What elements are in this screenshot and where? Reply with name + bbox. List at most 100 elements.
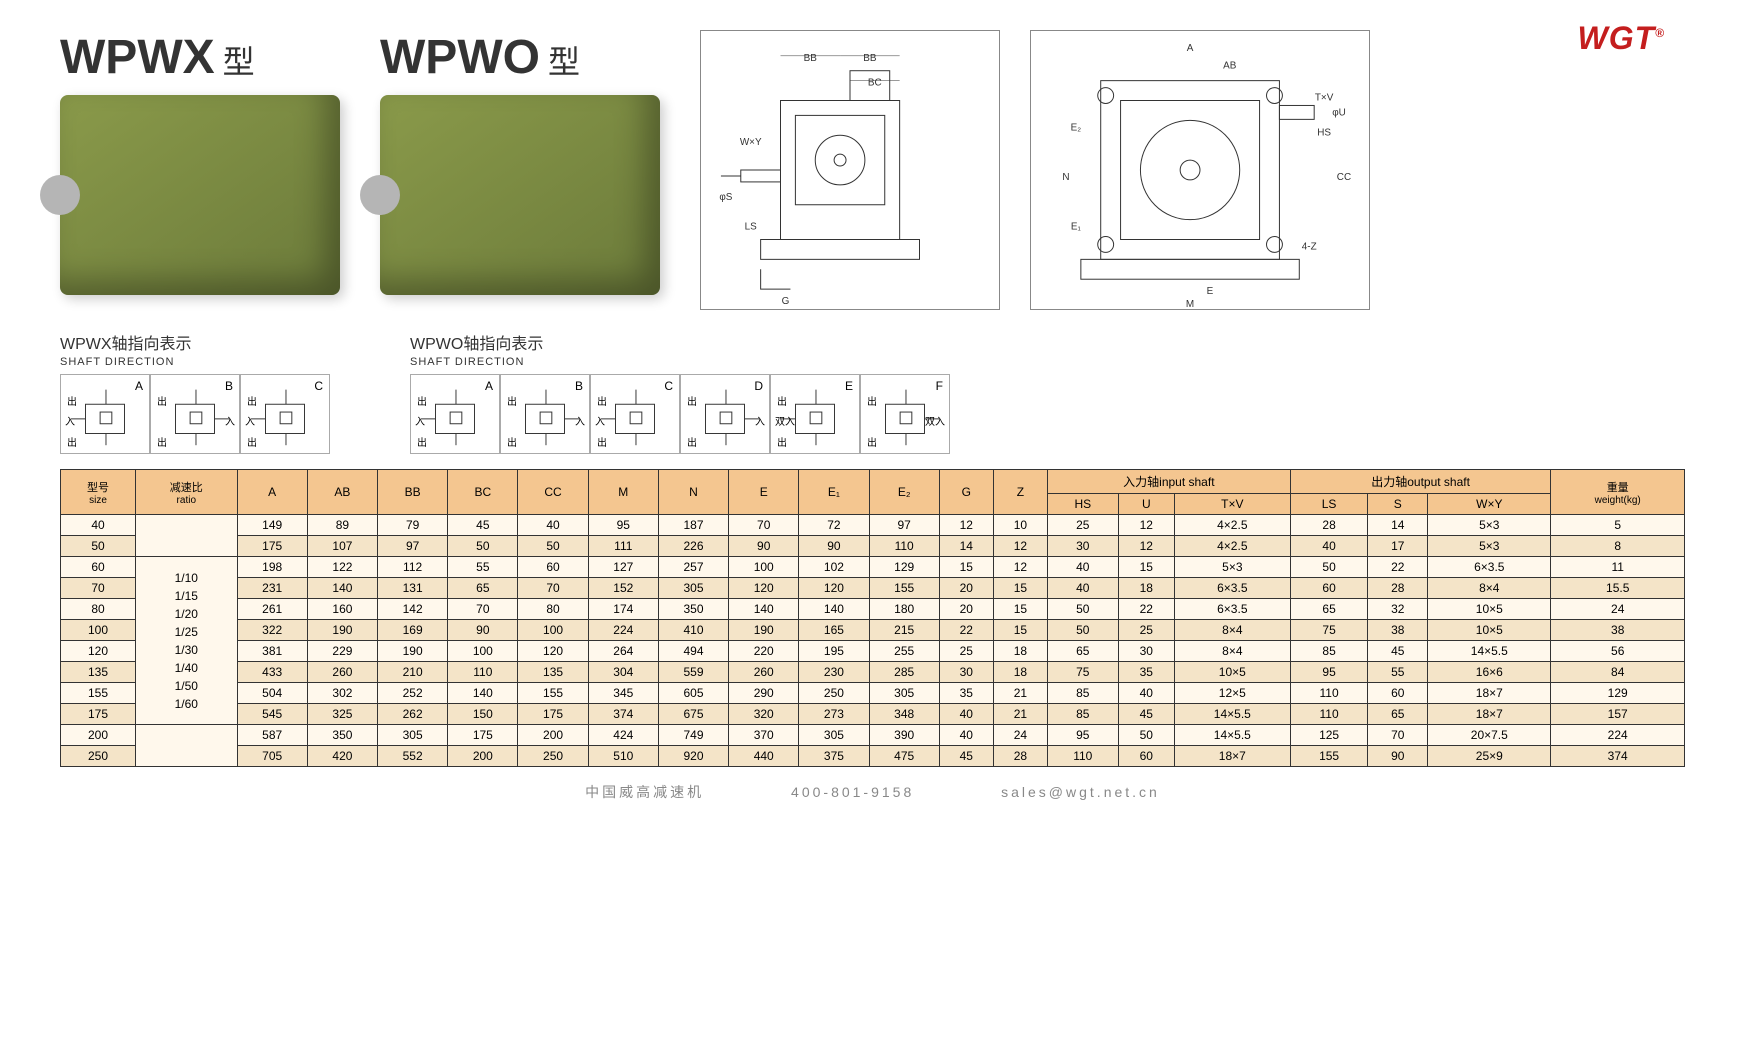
wpwx-shaft-group: WPWX轴指向表示 SHAFT DIRECTION A 出 入 出B 出 入 (60, 330, 330, 454)
cell: 142 (378, 599, 448, 620)
cell: 155 (869, 578, 939, 599)
cell: 252 (378, 683, 448, 704)
shaft-icon: A 出 入 出 (60, 374, 150, 454)
svg-text:LS: LS (745, 222, 758, 233)
cell: 79 (378, 515, 448, 536)
cell: 72 (799, 515, 869, 536)
cell: 175 (448, 725, 518, 746)
cell: 195 (799, 641, 869, 662)
cell: 85 (1047, 683, 1118, 704)
cell: 290 (729, 683, 799, 704)
wpwx-shaft-subtitle: SHAFT DIRECTION (60, 356, 330, 368)
cell: 95 (1047, 725, 1118, 746)
cell: 55 (1368, 662, 1428, 683)
cell: 40 (939, 725, 993, 746)
cell: 12 (939, 515, 993, 536)
cell: 20×7.5 (1428, 725, 1551, 746)
cell: 433 (237, 662, 307, 683)
cell: 90 (729, 536, 799, 557)
wpwx-title: WPWX型 (60, 30, 340, 85)
shaft-icon: D 出 入 出 (680, 374, 770, 454)
cell: 375 (799, 746, 869, 767)
cell: 5×3 (1174, 557, 1290, 578)
th-u: U (1118, 494, 1174, 515)
table-row: 601/101/151/201/251/301/401/501/60198122… (61, 557, 1685, 578)
cell: 80 (518, 599, 588, 620)
cell: 320 (729, 704, 799, 725)
svg-text:N: N (1062, 172, 1069, 183)
cell: 40 (61, 515, 136, 536)
shaft-icon: B 出 入 出 (500, 374, 590, 454)
cell: 325 (307, 704, 377, 725)
th-e1: E₁ (799, 470, 869, 515)
cell: 120 (61, 641, 136, 662)
cell: 38 (1551, 620, 1685, 641)
th-wxy: W×Y (1428, 494, 1551, 515)
cell: 60 (518, 557, 588, 578)
cell: 180 (869, 599, 939, 620)
table-row: 401498979454095187707297121025124×2.5281… (61, 515, 1685, 536)
cell: 100 (61, 620, 136, 641)
cell: 21 (993, 704, 1047, 725)
diagram-front: A AB T×V φU HS CC E₂ N E₁ 4-Z E M (1030, 30, 1370, 310)
table-row: 501751079750501112269090110141230124×2.5… (61, 536, 1685, 557)
svg-text:A: A (1187, 43, 1194, 54)
cell: 14 (939, 536, 993, 557)
page-footer: 中国威高减速机 400-801-9158 sales@wgt.net.cn (60, 782, 1685, 802)
svg-text:φS: φS (719, 192, 732, 203)
cell: 84 (1551, 662, 1685, 683)
cell: 35 (1118, 662, 1174, 683)
svg-text:T×V: T×V (1315, 93, 1334, 104)
cell: 6×3.5 (1174, 578, 1290, 599)
cell: 25×9 (1428, 746, 1551, 767)
cell: 65 (448, 578, 518, 599)
cell: 40 (1047, 557, 1118, 578)
cell: 8×4 (1428, 578, 1551, 599)
th-cc: CC (518, 470, 588, 515)
svg-text:W×Y: W×Y (740, 137, 762, 148)
table-row: 1003221901699010022441019016521522155025… (61, 620, 1685, 641)
svg-text:CC: CC (1337, 172, 1351, 183)
cell: 920 (658, 746, 728, 767)
th-e2: E₂ (869, 470, 939, 515)
cell: 14×5.5 (1174, 725, 1290, 746)
cell: 65 (1290, 599, 1368, 620)
cell: 4×2.5 (1174, 536, 1290, 557)
cell: 374 (1551, 746, 1685, 767)
cell: 30 (939, 662, 993, 683)
cell: 45 (448, 515, 518, 536)
cell: 305 (869, 683, 939, 704)
cell: 14 (1368, 515, 1428, 536)
cell: 4×2.5 (1174, 515, 1290, 536)
cell: 120 (518, 641, 588, 662)
cell: 410 (658, 620, 728, 641)
cell: 125 (1290, 725, 1368, 746)
th-a: A (237, 470, 307, 515)
cell: 215 (869, 620, 939, 641)
spec-table: 型号size 减速比ratio A AB BB BC CC M N E E₁ E… (60, 469, 1685, 767)
cell: 24 (993, 725, 1047, 746)
cell: 510 (588, 746, 658, 767)
cell: 302 (307, 683, 377, 704)
cell: 90 (799, 536, 869, 557)
cell: 70 (61, 578, 136, 599)
cell: 60 (1368, 683, 1428, 704)
cell: 440 (729, 746, 799, 767)
cell: 273 (799, 704, 869, 725)
table-row: 2005873503051752004247493703053904024955… (61, 725, 1685, 746)
cell: 250 (799, 683, 869, 704)
cell: 262 (378, 704, 448, 725)
wpwx-title-text: WPWX (60, 31, 215, 84)
cell: 260 (729, 662, 799, 683)
cell: 85 (1290, 641, 1368, 662)
cell: 25 (1118, 620, 1174, 641)
cell: 169 (378, 620, 448, 641)
cell: 122 (307, 557, 377, 578)
cell: 70 (729, 515, 799, 536)
cell: 56 (1551, 641, 1685, 662)
table-row: 1203812291901001202644942201952552518653… (61, 641, 1685, 662)
svg-text:φU: φU (1332, 107, 1346, 118)
cell: 25 (939, 641, 993, 662)
svg-text:BB: BB (863, 53, 877, 64)
cell: 127 (588, 557, 658, 578)
